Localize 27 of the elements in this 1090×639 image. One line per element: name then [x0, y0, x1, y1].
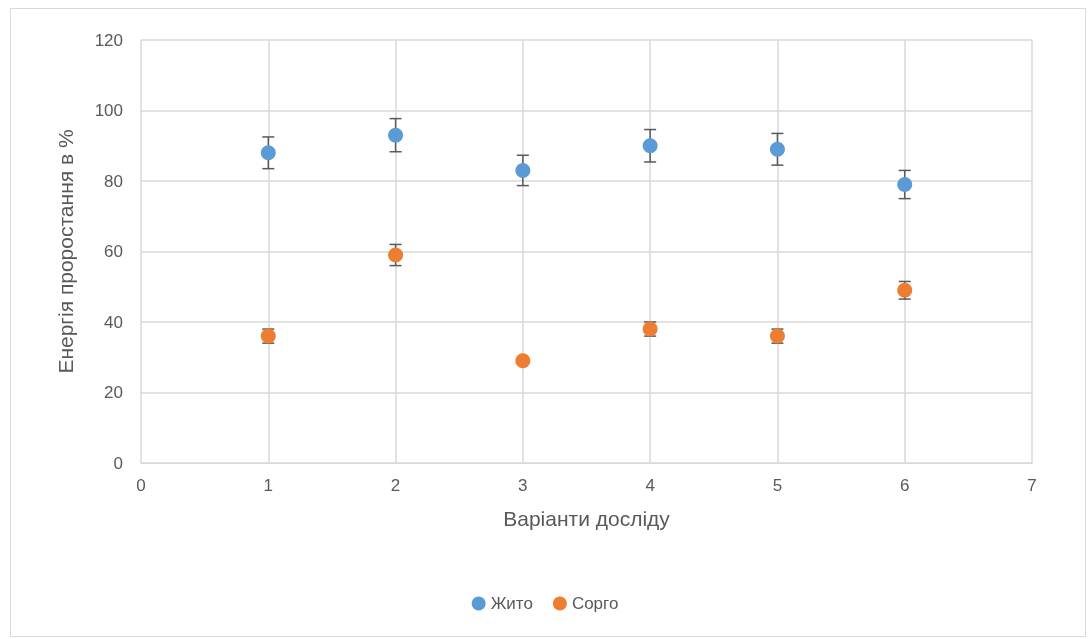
- point: [897, 177, 913, 193]
- x-tick-label: 4: [645, 476, 655, 495]
- point: [388, 247, 404, 263]
- point: [515, 353, 531, 369]
- x-tick-label: 6: [899, 476, 910, 495]
- point: [769, 141, 785, 157]
- point: [388, 127, 404, 143]
- y-tick-label: 0: [113, 453, 123, 473]
- y-tick-label: 20: [104, 383, 123, 402]
- y-tick-label: 100: [94, 101, 123, 120]
- x-tick-label: 0: [136, 476, 146, 495]
- point: [260, 145, 276, 161]
- x-tick-label: 1: [263, 476, 274, 495]
- x-tick-label: 5: [772, 476, 783, 495]
- point: [642, 138, 658, 154]
- x-tick-label: 7: [1027, 476, 1037, 495]
- y-axis-title: Енергія проростання в %: [54, 129, 77, 374]
- point: [515, 162, 531, 178]
- x-tick-label: 2: [390, 476, 401, 495]
- x-tick-label: 3: [518, 476, 528, 495]
- x-axis-title: Варіанти досліду: [503, 507, 671, 530]
- y-tick-label: 60: [104, 242, 123, 261]
- legend-label: Жито: [490, 594, 533, 613]
- legend-label: Сорго: [571, 594, 619, 613]
- y-tick-label: 120: [94, 30, 123, 50]
- y-tick-label: 40: [104, 312, 123, 332]
- y-tick-label: 80: [104, 171, 123, 191]
